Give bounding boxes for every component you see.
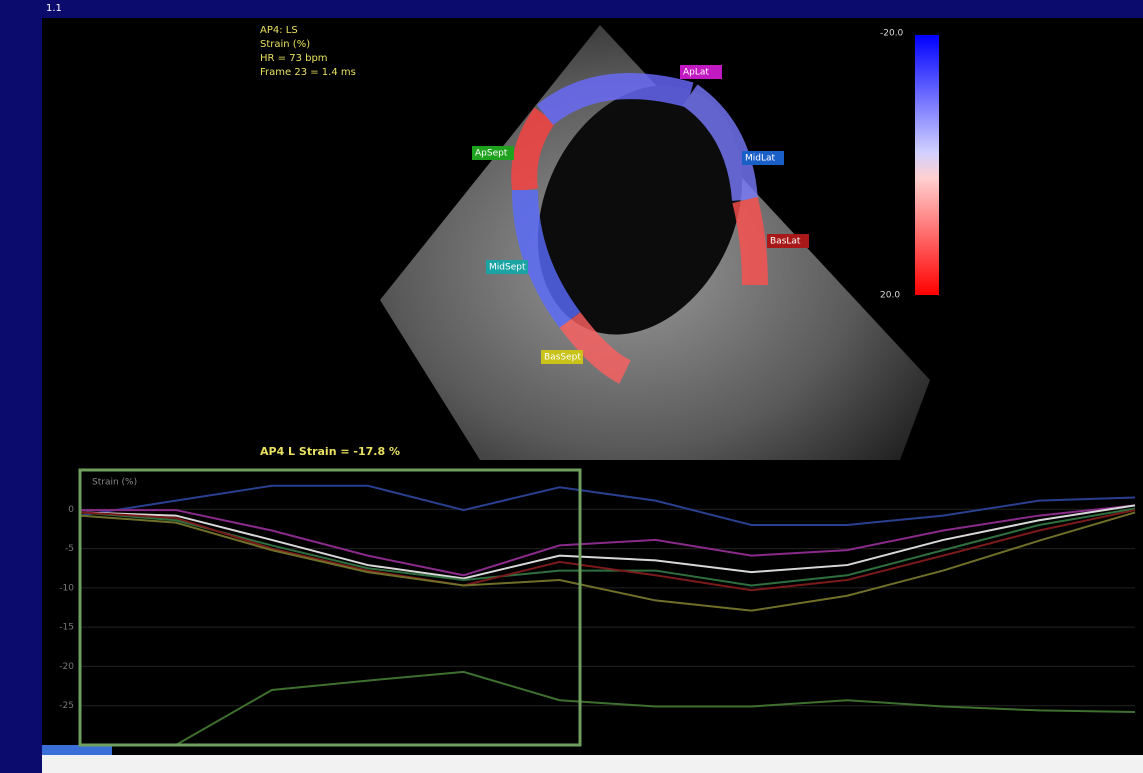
info-line: Frame 23 = 1.4 ms [260, 67, 356, 78]
y-tick-label: -20 [59, 662, 74, 672]
screen: 1.1 -20.0 20.0 AP4: LS Strain (%) HR = 73 … [0, 0, 1143, 773]
y-tick-label: -15 [59, 623, 74, 633]
segment-label: MidSept [489, 263, 526, 273]
segment-label: BasLat [770, 237, 801, 247]
corner-label: 1.1 [46, 3, 62, 14]
graph-title: Strain (%) [92, 478, 137, 488]
colorbar-bottom: 20.0 [880, 291, 900, 301]
info-line: HR = 73 bpm [260, 53, 328, 64]
segment-label: BasSept [544, 353, 581, 363]
y-tick-label: -5 [65, 544, 74, 554]
status-bar [42, 755, 1143, 773]
segment-label: ApSept [475, 149, 508, 159]
colorbar-top: -20.0 [880, 29, 904, 39]
y-tick-label: -10 [59, 583, 74, 593]
y-tick-label: 0 [68, 505, 74, 515]
info-line: Strain (%) [260, 39, 310, 50]
info-line: AP4: LS [260, 25, 298, 36]
segment-label: ApLat [683, 68, 709, 78]
segment [745, 200, 755, 285]
y-tick-label: -25 [59, 701, 74, 711]
colorbar [915, 35, 939, 295]
segment-label: MidLat [745, 154, 776, 164]
result: AP4 L Strain = -17.8 % [260, 445, 400, 458]
